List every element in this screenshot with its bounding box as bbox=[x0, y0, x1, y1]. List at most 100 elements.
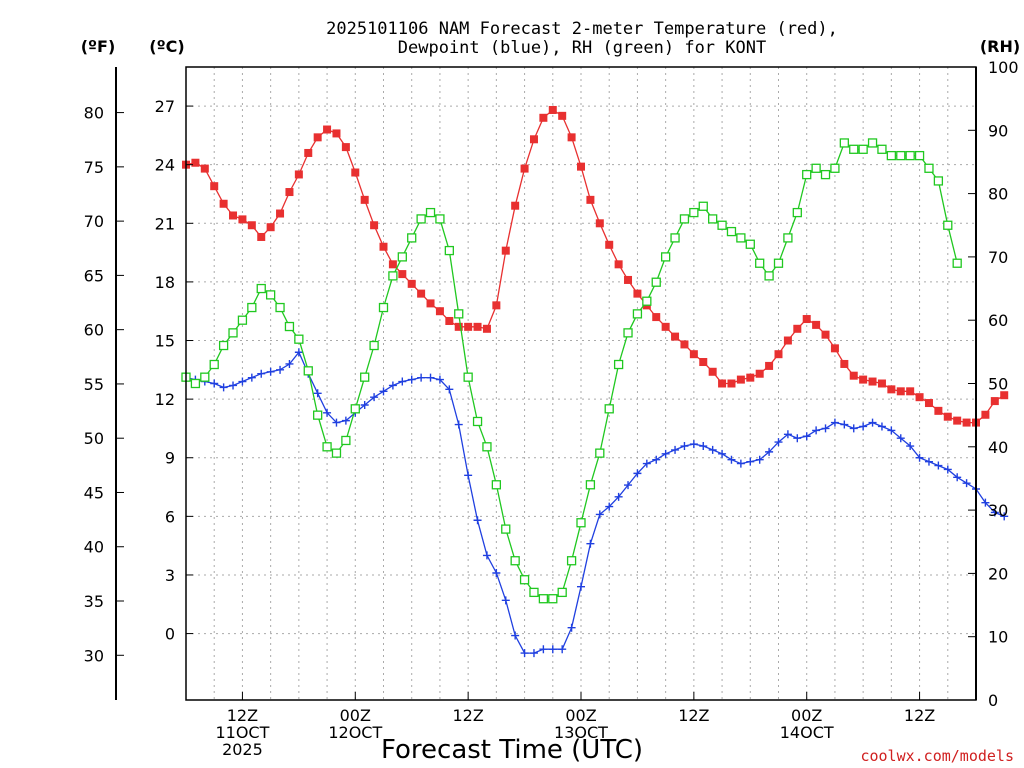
dewpoint-point bbox=[360, 400, 369, 409]
temperature-point bbox=[548, 105, 557, 114]
time-tick-label: 12Z bbox=[904, 706, 935, 725]
temperature-point bbox=[276, 209, 285, 218]
rh-tick-label: 70 bbox=[988, 248, 1008, 267]
rh-tick-label: 100 bbox=[988, 58, 1019, 77]
dewpoint-point bbox=[520, 649, 529, 658]
dewpoint-point bbox=[285, 359, 294, 368]
temperature-point bbox=[849, 371, 858, 380]
temperature-point bbox=[417, 289, 426, 298]
dewpoint-point bbox=[718, 449, 727, 458]
fahrenheit-tick-label: 35 bbox=[84, 592, 104, 611]
rh-point bbox=[867, 138, 878, 148]
rh-point bbox=[247, 302, 257, 313]
temperature-point bbox=[661, 322, 670, 331]
rh-point bbox=[378, 302, 389, 313]
temperature-point bbox=[680, 340, 689, 349]
dewpoint-point bbox=[219, 383, 228, 392]
temperature-point bbox=[812, 320, 821, 329]
rh-point bbox=[369, 340, 379, 351]
dewpoint-point bbox=[877, 422, 886, 431]
rh-point bbox=[802, 169, 812, 180]
temperature-point bbox=[238, 215, 247, 224]
dewpoint-point bbox=[379, 387, 388, 396]
dewpoint-point bbox=[435, 375, 444, 384]
temperature-point bbox=[539, 113, 548, 122]
dewpoint-line bbox=[185, 350, 1005, 654]
temperature-point bbox=[313, 133, 322, 142]
rh-tick-label: 20 bbox=[988, 564, 1008, 583]
rh-point bbox=[660, 252, 671, 262]
fahrenheit-tick-label: 80 bbox=[84, 104, 104, 123]
dewpoint-point bbox=[934, 461, 943, 470]
rh-point bbox=[717, 220, 727, 230]
celsius-tick-label: 18 bbox=[155, 273, 175, 292]
rh-point bbox=[341, 435, 351, 446]
temperature-point bbox=[482, 324, 491, 333]
temperature-point bbox=[605, 240, 614, 249]
dewpoint-point bbox=[896, 434, 905, 443]
rh-point bbox=[444, 245, 454, 256]
dewpoint-point bbox=[830, 418, 839, 427]
temperature-point bbox=[934, 406, 943, 415]
chart-title-line2: Dewpoint (blue), RH (green) for KONT bbox=[398, 38, 766, 58]
fahrenheit-tick-label: 65 bbox=[84, 266, 104, 285]
rh-point bbox=[407, 233, 417, 243]
rh-point bbox=[557, 587, 567, 598]
temperature-point bbox=[943, 412, 952, 421]
rh-point bbox=[820, 169, 831, 180]
time-tick-label: 14OCT bbox=[780, 723, 834, 742]
rh-point bbox=[284, 321, 295, 332]
temperature-point bbox=[821, 330, 830, 339]
rh-point bbox=[877, 144, 887, 154]
temperature-point bbox=[351, 168, 360, 177]
temperature-point bbox=[398, 270, 407, 279]
temperature-point bbox=[699, 358, 708, 367]
celsius-tick-label: 27 bbox=[155, 97, 175, 116]
rh-point bbox=[529, 587, 539, 598]
fahrenheit-tick-label: 30 bbox=[84, 646, 104, 665]
temperature-point bbox=[953, 416, 962, 425]
rh-unit-label: (RH) bbox=[980, 37, 1020, 56]
dewpoint-point bbox=[990, 508, 999, 517]
temperature-point bbox=[915, 393, 924, 402]
temperature-point bbox=[191, 158, 200, 167]
dewpoint-point bbox=[492, 569, 501, 578]
temperature-point bbox=[718, 379, 727, 388]
temperature-point bbox=[370, 221, 379, 230]
dewpoint-point bbox=[539, 645, 548, 654]
dewpoint-point bbox=[708, 445, 717, 454]
rh-tick-label: 40 bbox=[988, 438, 1008, 457]
dewpoint-point bbox=[473, 516, 482, 525]
temperature-point bbox=[595, 219, 604, 228]
rh-point bbox=[896, 150, 906, 161]
dewpoint-point bbox=[595, 510, 604, 519]
temperature-point bbox=[200, 164, 209, 173]
fahrenheit-tick-label: 75 bbox=[84, 158, 104, 177]
temperature-point bbox=[746, 373, 755, 382]
temperature-point bbox=[887, 385, 896, 394]
dewpoint-point bbox=[783, 430, 792, 439]
temperature-point bbox=[492, 301, 501, 310]
temperature-point bbox=[840, 359, 849, 368]
rh-point bbox=[830, 163, 840, 173]
rh-point bbox=[237, 315, 248, 325]
fahrenheit-tick-label: 45 bbox=[84, 483, 104, 502]
rh-point bbox=[548, 594, 558, 604]
rh-point bbox=[388, 271, 398, 281]
rh-tick-label: 60 bbox=[988, 311, 1008, 330]
dewpoint-point bbox=[689, 440, 698, 449]
temperature-point bbox=[765, 361, 774, 370]
time-tick-label: 12OCT bbox=[328, 723, 382, 742]
dewpoint-point bbox=[266, 367, 275, 376]
rh-tick-label: 80 bbox=[988, 185, 1008, 204]
rh-point bbox=[425, 207, 436, 218]
fahrenheit-tick-label: 55 bbox=[84, 375, 104, 394]
temperature-point bbox=[473, 322, 482, 331]
dewpoint-point bbox=[812, 426, 821, 435]
rh-point bbox=[933, 176, 944, 186]
rh-point bbox=[435, 214, 445, 224]
celsius-tick-label: 21 bbox=[155, 214, 175, 233]
dewpoint-point bbox=[774, 438, 783, 447]
dewpoint-point bbox=[229, 381, 238, 390]
series-layer bbox=[181, 105, 1009, 658]
